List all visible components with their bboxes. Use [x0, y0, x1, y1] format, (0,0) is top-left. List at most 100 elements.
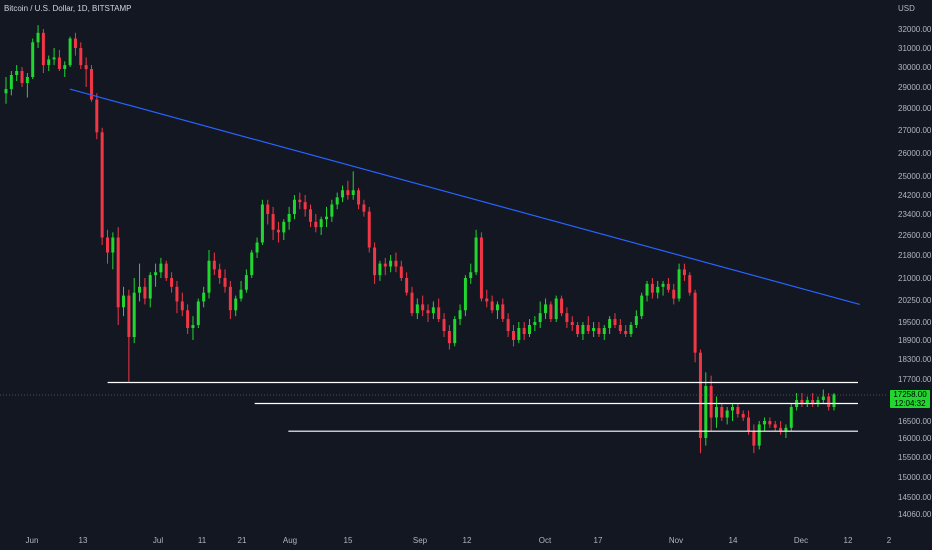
candle-body [223, 278, 227, 287]
candle-body [341, 190, 345, 198]
candle-body [602, 328, 606, 334]
candle-body [111, 237, 115, 253]
candle-body [68, 38, 72, 66]
candle-body [196, 301, 200, 325]
candle-body [362, 204, 366, 212]
candle-body [426, 310, 430, 314]
candle-body [613, 319, 617, 325]
price-tick-label: 27000.00 [898, 126, 932, 135]
candle-body [148, 275, 152, 299]
price-tick-label: 24200.00 [898, 191, 932, 200]
time-tick-label: Aug [283, 536, 297, 545]
candle-body [463, 278, 467, 311]
candle-body [239, 289, 243, 299]
candle-body [736, 407, 740, 414]
candle-body [170, 278, 174, 287]
candle-body [784, 427, 788, 432]
candle-body [431, 307, 435, 314]
time-tick-label: 2 [887, 536, 892, 545]
candle-body [154, 272, 158, 276]
time-tick-label: Jun [26, 536, 39, 545]
time-tick-label: Sep [413, 536, 428, 545]
price-tick-label: 23400.00 [898, 210, 932, 219]
candle-body [421, 304, 425, 311]
candle-body [175, 286, 179, 302]
candle-body [469, 272, 473, 278]
candle-body [576, 325, 580, 334]
last-price-badge: 17258.00 12:04:32 [890, 390, 930, 408]
candle-body [36, 32, 40, 43]
trendline-layer[interactable] [69, 88, 860, 305]
candle-body [122, 295, 126, 308]
candle-body [581, 325, 585, 334]
price-axis[interactable]: USD 32000.00 31000.00 30000.00 29000.00 28000… [898, 4, 932, 519]
candle-body [458, 310, 462, 320]
candle-body [816, 400, 820, 404]
candle-body [228, 286, 232, 311]
candle-body [266, 204, 270, 214]
candle-countdown: 12:04:32 [894, 399, 926, 408]
time-tick-label: 13 [79, 536, 88, 545]
price-tick-label: 18300.00 [898, 355, 932, 364]
candle-body [367, 211, 371, 248]
candle-body [212, 260, 216, 270]
candle-body [779, 427, 783, 432]
candle-body [731, 407, 735, 411]
candle-body [549, 304, 553, 320]
candle-body [79, 48, 83, 66]
candle-body [95, 99, 99, 133]
candle-body [218, 269, 222, 278]
candle-body [244, 275, 248, 290]
candle-body [763, 421, 767, 425]
candle-body [138, 286, 142, 293]
candle-body [143, 286, 147, 299]
price-tick-label: 15500.00 [898, 453, 932, 462]
candle-body [84, 65, 88, 69]
price-tick-label: 15000.00 [898, 473, 932, 482]
candle-body [271, 214, 275, 230]
candle-body [714, 407, 718, 418]
time-tick-label: 21 [238, 536, 247, 545]
candle-body [645, 283, 649, 296]
candle-body [41, 32, 45, 66]
time-tick-label: Jul [153, 536, 163, 545]
candle-body [105, 237, 109, 253]
candle-body [415, 304, 419, 314]
candle-body [528, 325, 532, 334]
candle-body [672, 289, 676, 299]
price-tick-label: 17700.00 [898, 375, 932, 384]
candle-body [725, 410, 729, 418]
candle-body [260, 204, 264, 243]
candle-body [207, 260, 211, 293]
price-tick-label: 18900.00 [898, 336, 932, 345]
time-tick-label: 11 [198, 536, 207, 545]
time-tick-label: 17 [594, 536, 603, 545]
candle-body [89, 69, 93, 100]
candle-body [389, 260, 393, 267]
candle-body [720, 407, 724, 418]
descending-trendline[interactable] [69, 88, 860, 305]
candle-body [560, 298, 564, 314]
time-axis[interactable]: Jun 13 Jul 11 21 Aug 15 Sep 12 Oct 17 Nov 14 Dec 12 2 [26, 536, 892, 545]
time-tick-label: 15 [344, 536, 353, 545]
candle-body [511, 331, 515, 340]
candle-body [373, 247, 377, 276]
candle-body [47, 59, 51, 66]
price-tick-label: 14500.00 [898, 493, 932, 502]
candle-body [688, 275, 692, 293]
candle-body [634, 316, 638, 325]
last-price-value: 17258.00 [893, 390, 927, 399]
candle-body [442, 319, 446, 331]
candle-body [768, 421, 772, 425]
support-levels-layer[interactable] [107, 381, 858, 432]
candle-body [287, 214, 291, 222]
candle-body [747, 417, 751, 432]
candle-body [656, 286, 660, 293]
candle-body [63, 65, 67, 69]
time-tick-label: Nov [669, 536, 683, 545]
candle-body [827, 396, 831, 407]
candle-body [773, 424, 777, 428]
currency-label: USD [898, 4, 915, 13]
candle-body [394, 260, 398, 267]
